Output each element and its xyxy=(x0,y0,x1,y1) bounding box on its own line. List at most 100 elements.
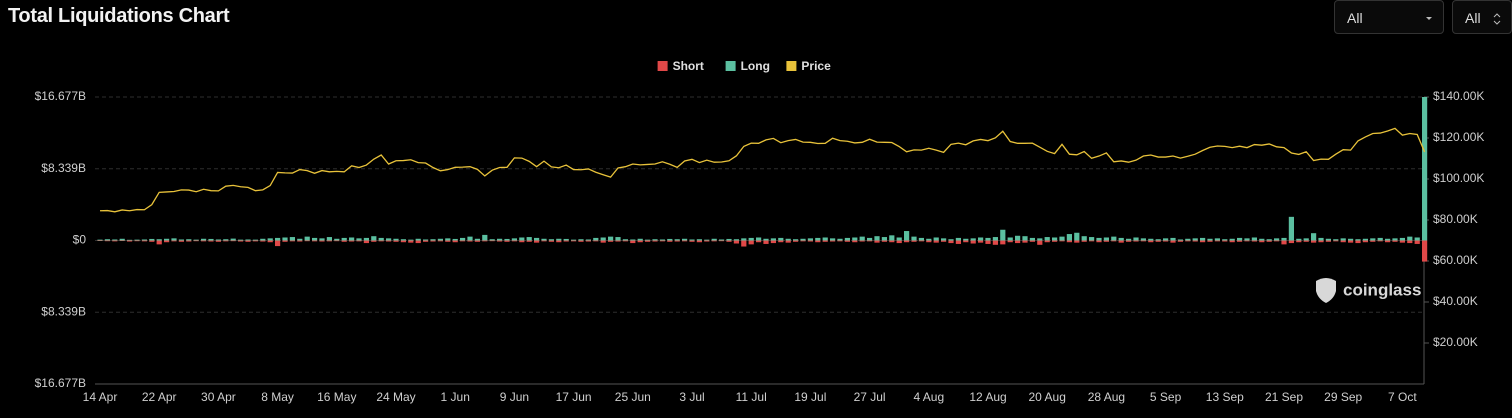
bar xyxy=(970,240,976,244)
bar xyxy=(1155,239,1161,241)
bar xyxy=(682,238,688,241)
bar xyxy=(119,238,125,241)
bar xyxy=(1325,240,1331,242)
bar xyxy=(104,240,110,242)
bar xyxy=(585,240,591,242)
bar xyxy=(1422,240,1428,262)
bar xyxy=(852,240,858,243)
bar xyxy=(326,237,332,241)
bar xyxy=(704,239,710,241)
bar xyxy=(474,240,480,242)
bar xyxy=(497,240,503,242)
chart-title: Total Liquidations Chart xyxy=(8,5,230,27)
bar xyxy=(830,238,836,241)
bar xyxy=(556,240,562,243)
bar xyxy=(659,240,665,242)
x-tick-label: 1 Jun xyxy=(441,390,470,404)
bar xyxy=(1214,240,1220,242)
bar xyxy=(585,239,591,241)
bar xyxy=(1214,238,1220,241)
bar xyxy=(1059,236,1065,241)
select-text: All xyxy=(1347,10,1363,26)
bar xyxy=(571,240,577,242)
bar xyxy=(511,240,517,242)
bar xyxy=(1414,240,1420,244)
bar xyxy=(1303,240,1309,242)
bar xyxy=(1392,238,1398,241)
bar xyxy=(652,240,658,242)
bar xyxy=(430,239,436,241)
bar xyxy=(859,240,865,242)
range-select[interactable]: All xyxy=(1334,0,1444,34)
bar xyxy=(1118,237,1124,241)
bar xyxy=(1170,240,1176,243)
bar xyxy=(1274,238,1280,241)
bar xyxy=(460,240,466,242)
bar xyxy=(674,240,680,242)
legend-label: Long xyxy=(741,59,770,73)
bar xyxy=(297,238,303,241)
bar xyxy=(1385,240,1391,243)
bar xyxy=(319,238,325,241)
x-tick-label: 3 Jul xyxy=(679,390,704,404)
bar xyxy=(1029,240,1035,242)
y2-tick-label: $140.00K xyxy=(1433,89,1484,103)
bar xyxy=(289,237,295,241)
bar xyxy=(1007,237,1013,241)
bar xyxy=(778,240,784,243)
bar xyxy=(371,236,377,241)
bar xyxy=(800,238,806,241)
interval-select[interactable]: All xyxy=(1452,0,1512,34)
bar xyxy=(1118,240,1124,243)
bar xyxy=(741,238,747,241)
bar xyxy=(933,237,939,241)
bar xyxy=(867,240,873,242)
bar xyxy=(386,238,392,241)
bar xyxy=(615,240,621,242)
bar xyxy=(645,240,651,242)
bar xyxy=(275,237,281,241)
bar xyxy=(719,239,725,241)
bar xyxy=(437,238,443,241)
bar xyxy=(1192,238,1198,241)
bar xyxy=(556,238,562,241)
bar xyxy=(889,240,895,243)
bar xyxy=(852,237,858,241)
bar xyxy=(252,240,258,242)
bar xyxy=(467,240,473,242)
bar xyxy=(689,240,695,242)
bar xyxy=(1222,240,1228,242)
bar xyxy=(941,238,947,241)
bar xyxy=(371,240,377,242)
bar xyxy=(1274,240,1280,242)
bar xyxy=(1340,240,1346,243)
bar xyxy=(497,238,503,241)
y2-tick-label: $80.00K xyxy=(1433,212,1478,226)
bar xyxy=(933,240,939,243)
bar xyxy=(911,240,917,242)
bar xyxy=(127,239,133,241)
bar xyxy=(1303,238,1309,241)
bar xyxy=(511,238,517,241)
bar xyxy=(1370,238,1376,241)
bar xyxy=(548,240,554,242)
bar xyxy=(304,236,310,241)
bar xyxy=(748,237,754,241)
bar xyxy=(304,240,310,242)
bar xyxy=(1355,240,1361,244)
bar xyxy=(1133,237,1139,241)
bar xyxy=(793,240,799,242)
bar xyxy=(1251,237,1257,241)
bar xyxy=(378,237,384,241)
bar xyxy=(1281,240,1287,245)
legend-swatch xyxy=(657,61,668,71)
bar xyxy=(1052,240,1058,242)
bar xyxy=(1163,238,1169,241)
bar xyxy=(1385,238,1391,241)
bar xyxy=(1340,238,1346,241)
legend-label: Price xyxy=(801,59,831,73)
bar xyxy=(1399,237,1405,241)
bar xyxy=(201,238,207,241)
x-tick-label: 12 Aug xyxy=(969,390,1006,404)
bar xyxy=(423,239,429,241)
